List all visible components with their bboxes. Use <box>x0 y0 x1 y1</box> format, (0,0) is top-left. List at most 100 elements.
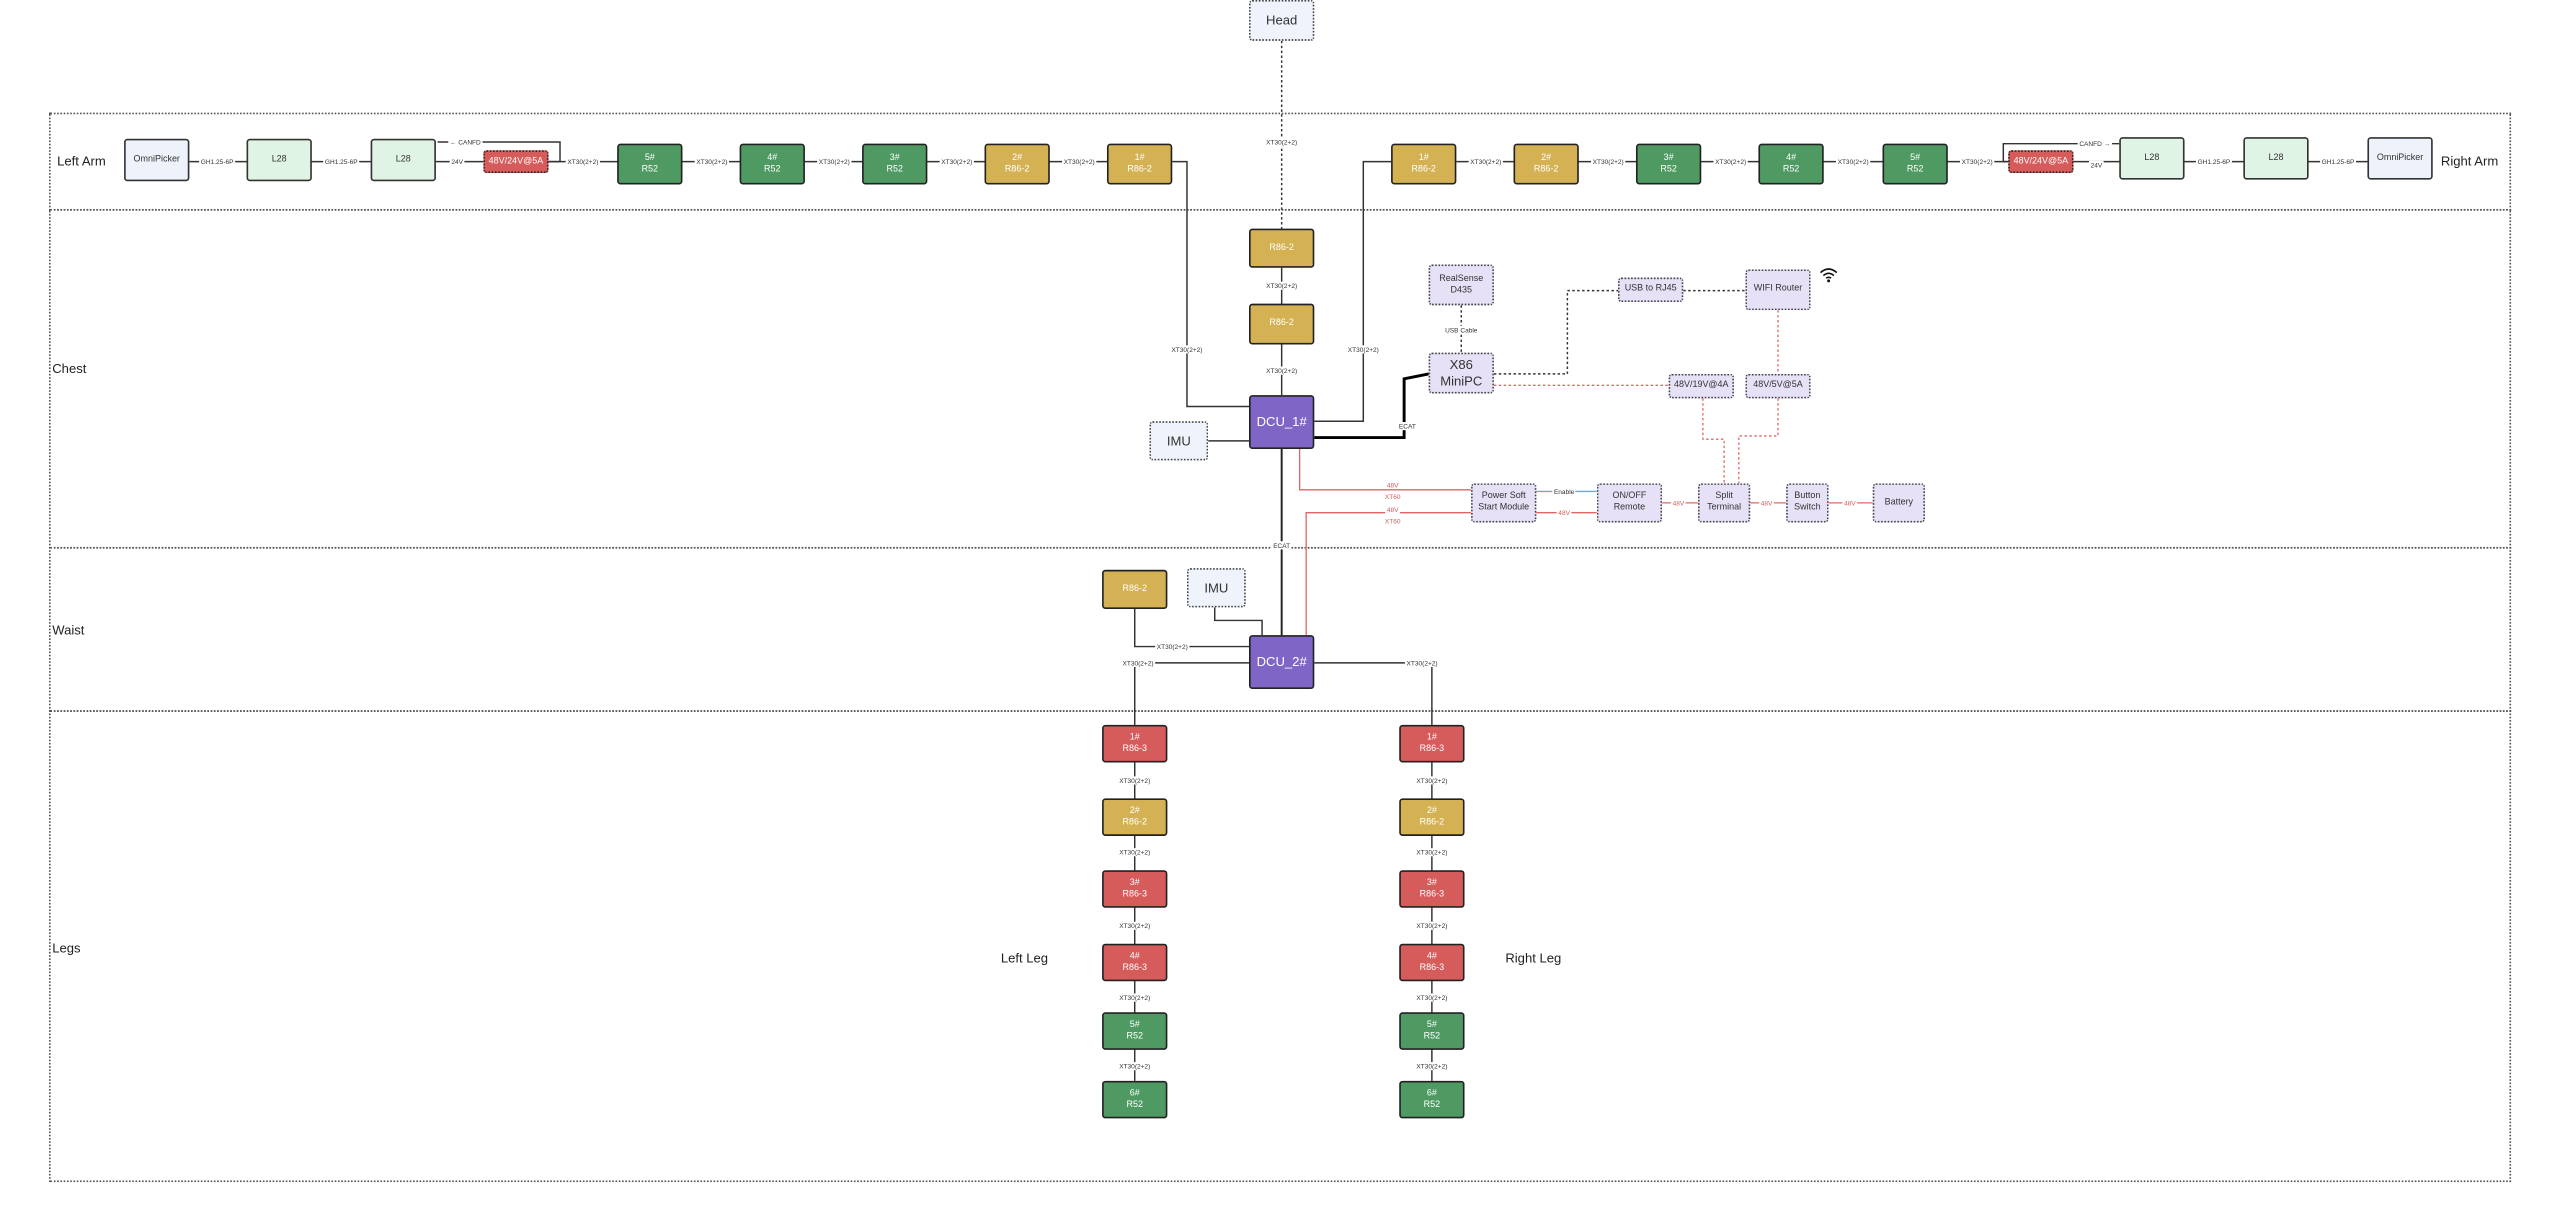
connector-label-rl-c0: XT30(2+2) <box>1404 658 1440 667</box>
connector-label-p1-v: 48V <box>1385 480 1401 489</box>
node-minipc[interactable]: X86 MiniPC <box>1428 352 1494 394</box>
node-label: 1# <box>1418 152 1429 163</box>
node-label: 3# <box>1129 877 1140 888</box>
node-ll-2[interactable]: 2# R86-2 <box>1102 798 1168 836</box>
node-rl-5[interactable]: 5# R52 <box>1399 1012 1465 1050</box>
node-rl-3[interactable]: 3# R86-3 <box>1399 870 1465 908</box>
node-label: R52 <box>764 164 781 174</box>
node-label: R86-3 <box>1419 889 1445 899</box>
node-label: 4# <box>1786 152 1797 163</box>
node-soft-start[interactable]: Power Soft Start Module <box>1471 483 1537 523</box>
connector-label-ll-c3: XT30(2+2) <box>1117 921 1152 930</box>
node-label: IMU <box>1204 580 1229 596</box>
node-rl-2[interactable]: 2# R86-2 <box>1399 798 1465 836</box>
node-label: R86-3 <box>1419 743 1445 754</box>
node-label: Start Module <box>1478 502 1530 513</box>
connector-label-ll-c1: XT30(2+2) <box>1117 776 1152 785</box>
node-label: 1# <box>1426 732 1437 743</box>
connector-label-ra-c6: GH1.25-6P <box>2195 157 2232 166</box>
node-neck-1[interactable]: R86-2 <box>1249 228 1315 268</box>
node-label: 4# <box>1129 951 1140 961</box>
node-la-3[interactable]: 3# R52 <box>862 143 928 185</box>
connector-label-la-c3: XT30(2+2) <box>565 157 601 166</box>
node-la-2[interactable]: 2# R86-2 <box>984 143 1050 185</box>
node-button[interactable]: Button Switch <box>1786 483 1829 523</box>
node-label: 5# <box>1426 1019 1437 1030</box>
wifi-icon <box>1819 266 1839 286</box>
node-split[interactable]: Split Terminal <box>1698 483 1751 523</box>
node-label: R52 <box>1660 164 1677 174</box>
node-label: WIFI Router <box>1753 284 1803 294</box>
node-wifi-router[interactable]: WIFI Router <box>1745 269 1811 311</box>
node-label: R86-2 <box>1004 164 1030 174</box>
node-ra-l28a[interactable]: L28 <box>2119 137 2185 180</box>
connector-label-bt-48: 48V <box>1842 498 1858 507</box>
node-ra-l28b[interactable]: L28 <box>2243 137 2309 180</box>
node-imu1[interactable]: IMU <box>1149 421 1209 461</box>
node-label: R86-2 <box>1122 817 1147 827</box>
node-ra-1[interactable]: 1# R86-2 <box>1391 143 1457 185</box>
node-la-4[interactable]: 4# R52 <box>739 143 805 185</box>
connector-label-ss-48: 48V <box>1556 508 1572 517</box>
node-ra-2[interactable]: 2# R86-2 <box>1513 143 1579 185</box>
connector-label-head-c: XT30(2+2) <box>1264 137 1299 147</box>
node-la-omni[interactable]: OmniPicker <box>124 138 190 182</box>
node-rl-6[interactable]: 6# R52 <box>1399 1080 1465 1119</box>
node-label: DCU_1# <box>1256 413 1307 429</box>
node-onoff[interactable]: ON/OFF Remote <box>1596 483 1663 523</box>
node-label: 2# <box>1541 152 1552 163</box>
node-ra-omni[interactable]: OmniPicker <box>2367 137 2433 180</box>
node-ra-5[interactable]: 5# R52 <box>1882 143 1948 185</box>
connector-label-p2-v: 48V <box>1385 505 1401 514</box>
node-la-5[interactable]: 5# R52 <box>617 143 683 185</box>
zone-legs <box>48 710 2512 1183</box>
node-ll-5[interactable]: 5# R52 <box>1102 1012 1168 1050</box>
node-ll-1[interactable]: 1# R86-3 <box>1102 724 1168 763</box>
node-ra-psu[interactable]: 48V/24V@5A <box>2008 150 2074 174</box>
node-label: X86 <box>1449 356 1473 372</box>
connector-label-ll-c5: XT30(2+2) <box>1117 1062 1152 1071</box>
node-la-l28b[interactable]: L28 <box>370 138 436 182</box>
node-waist-motor[interactable]: R86-2 <box>1102 569 1168 609</box>
node-head[interactable]: Head <box>1249 0 1315 41</box>
node-ll-6[interactable]: 6# R52 <box>1102 1080 1168 1119</box>
node-label: 6# <box>1129 1088 1140 1098</box>
node-psu-19v[interactable]: 48V/19V@4A <box>1668 373 1734 399</box>
node-label: 3# <box>889 152 900 163</box>
node-la-l28a[interactable]: L28 <box>246 138 312 182</box>
node-usb-rj45[interactable]: USB to RJ45 <box>1618 277 1684 303</box>
node-la-psu[interactable]: 48V/24V@5A <box>483 150 549 174</box>
node-psu-5v[interactable]: 48V/5V@5A <box>1745 373 1811 399</box>
zone-label-right-leg: Right Leg <box>1505 951 1562 966</box>
node-realsense[interactable]: RealSense D435 <box>1428 264 1494 306</box>
node-label: R52 <box>1906 164 1924 174</box>
connector-label-ra-c3: XT30(2+2) <box>1713 157 1748 166</box>
node-ll-4[interactable]: 4# R86-3 <box>1102 943 1168 982</box>
connector-label-la-dcu: XT30(2+2) <box>1169 345 1205 354</box>
node-neck-2[interactable]: R86-2 <box>1249 303 1315 345</box>
connector-label-sp-48: 48V <box>1759 498 1775 507</box>
node-dcu2[interactable]: DCU_2# <box>1249 635 1315 689</box>
node-label: 6# <box>1426 1088 1437 1098</box>
zone-label-chest: Chest <box>52 361 87 377</box>
zone-label-left-leg: Left Leg <box>1000 951 1049 966</box>
node-ra-3[interactable]: 3# R52 <box>1635 143 1702 185</box>
node-label: L28 <box>2268 152 2284 163</box>
connector-label-ra-c2: XT30(2+2) <box>1591 157 1626 166</box>
node-battery[interactable]: Battery <box>1872 483 1925 523</box>
node-ra-4[interactable]: 4# R52 <box>1758 143 1824 185</box>
node-label: Terminal <box>1707 502 1742 513</box>
node-label: Remote <box>1613 502 1646 513</box>
node-dcu1[interactable]: DCU_1# <box>1249 395 1315 449</box>
node-label: OmniPicker <box>2376 152 2424 163</box>
node-imu2[interactable]: IMU <box>1186 568 1246 608</box>
node-label: 4# <box>1426 951 1437 961</box>
node-rl-4[interactable]: 4# R86-3 <box>1399 943 1465 982</box>
node-rl-1[interactable]: 1# R86-3 <box>1399 724 1465 763</box>
node-la-1[interactable]: 1# R86-2 <box>1106 143 1173 185</box>
connector-label-ra-c5: XT30(2+2) <box>1960 157 1995 166</box>
connector-label-la-c4: XT30(2+2) <box>694 157 730 166</box>
connector-label-ll-c2: XT30(2+2) <box>1117 848 1152 857</box>
node-ll-3[interactable]: 3# R86-3 <box>1102 870 1168 908</box>
connector-label-ecat-dcu: ECAT <box>1271 541 1292 550</box>
